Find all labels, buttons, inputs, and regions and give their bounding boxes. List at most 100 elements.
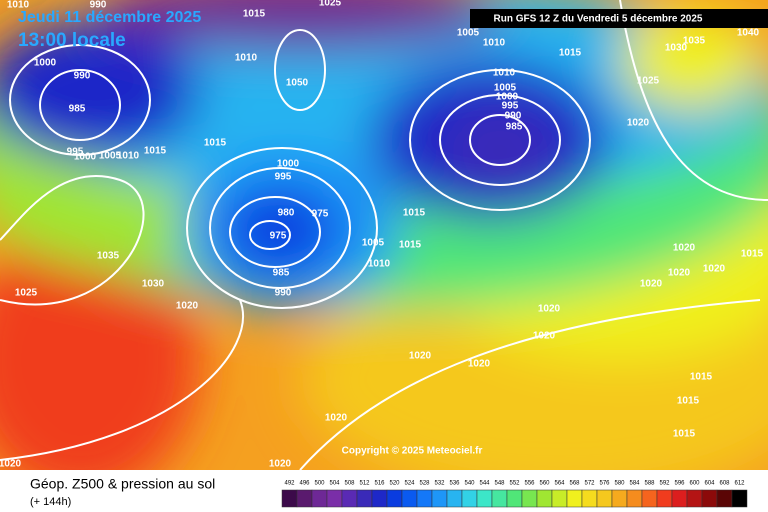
map — [0, 0, 768, 470]
legend-swatch — [581, 489, 598, 508]
legend-swatch — [356, 489, 373, 508]
isobar-label: 1015 — [559, 48, 582, 59]
isobar-label: 1005 — [362, 238, 385, 249]
isobar-label: 1020 — [0, 459, 22, 470]
isobar-label: 1015 — [677, 396, 700, 407]
legend-value: 572 — [584, 481, 595, 487]
legend-swatch — [326, 489, 343, 508]
isobar-label: 1020 — [538, 304, 561, 315]
isobar-label: 1010 — [117, 151, 140, 162]
isobar-label: 1020 — [409, 351, 432, 362]
legend-value: 560 — [539, 481, 550, 487]
legend-value: 588 — [644, 481, 655, 487]
isobar-label: 985 — [69, 104, 86, 115]
legend-swatch — [371, 489, 388, 508]
isobar-label: 1010 — [493, 68, 516, 79]
legend-value: 512 — [359, 481, 370, 487]
legend-value: 496 — [299, 481, 310, 487]
legend-swatch — [716, 489, 733, 508]
isobar-label: 1020 — [627, 118, 650, 129]
legend-swatch — [476, 489, 493, 508]
lead-time: (+ 144h) — [30, 496, 71, 508]
legend-value: 600 — [689, 481, 700, 487]
legend-value: 568 — [569, 481, 580, 487]
isobar-label: 1025 — [319, 0, 342, 9]
isobar-label: 1030 — [142, 279, 165, 290]
legend-value: 536 — [449, 481, 460, 487]
isobar-label: 1035 — [683, 36, 706, 47]
run-info: Run GFS 12 Z du Vendredi 5 décembre 2025 — [494, 14, 703, 25]
legend-swatch — [461, 489, 478, 508]
isobar-label: 1000 — [34, 58, 57, 69]
legend-value: 604 — [704, 481, 715, 487]
isobar-label: 1000 — [74, 152, 97, 163]
isobar-label: 1005 — [457, 28, 480, 39]
isobar-label: 1015 — [673, 429, 696, 440]
legend-swatch — [446, 489, 463, 508]
legend-value: 508 — [344, 481, 355, 487]
legend-swatch — [431, 489, 448, 508]
legend-value: 532 — [434, 481, 445, 487]
color-legend: 492 496 500 504 508 512 516 520 524 528 532 536 540 5… — [281, 481, 748, 508]
isobar-label: 1010 — [7, 0, 30, 11]
isobar-label: 995 — [67, 147, 84, 158]
isobar-label: 1025 — [637, 76, 660, 87]
legend-swatch — [521, 489, 538, 508]
legend-swatch — [341, 489, 358, 508]
legend-swatch — [641, 489, 658, 508]
legend-swatch — [386, 489, 403, 508]
isobar-lines — [0, 0, 768, 470]
legend-swatch — [536, 489, 553, 508]
isobar-label: 1020 — [673, 243, 696, 254]
legend-value: 524 — [404, 481, 415, 487]
isobar-label: 1010 — [235, 53, 258, 64]
legend-swatch — [626, 489, 643, 508]
legend-swatch — [551, 489, 568, 508]
legend-swatch — [701, 489, 718, 508]
legend-value: 564 — [554, 481, 565, 487]
isobar-label: 1015 — [204, 138, 227, 149]
isobar-label: 1035 — [97, 251, 120, 262]
isobar-label: 1030 — [665, 43, 688, 54]
legend-value: 592 — [659, 481, 670, 487]
isobar-label: 1010 — [483, 38, 506, 49]
legend-swatch — [311, 489, 328, 508]
isobar-label: 1015 — [399, 240, 422, 251]
time: 13:00 locale — [18, 30, 126, 51]
legend-value: 608 — [719, 481, 730, 487]
isobar-label: 1005 — [99, 151, 122, 162]
isobar-label: 1020 — [325, 413, 348, 424]
date: Jeudi 11 décembre 2025 — [18, 9, 201, 26]
isobar-label: 985 — [273, 268, 290, 279]
isobar-label: 1000 — [277, 159, 300, 170]
legend-swatch — [506, 489, 523, 508]
isobar-label: 990 — [90, 0, 107, 11]
isobar-label: 1015 — [741, 249, 764, 260]
isobar-label: 990 — [505, 111, 522, 122]
isobar-label: 995 — [502, 101, 519, 112]
legend-swatch — [731, 489, 748, 508]
isobar-label: 1005 — [494, 83, 517, 94]
isobar-label: 975 — [270, 231, 287, 242]
legend-value: 504 — [329, 481, 340, 487]
isobar-label: 990 — [74, 71, 91, 82]
legend-value: 552 — [509, 481, 520, 487]
legend-value: 540 — [464, 481, 475, 487]
legend-swatch — [416, 489, 433, 508]
legend-value: 596 — [674, 481, 685, 487]
legend-value: 576 — [599, 481, 610, 487]
isobar-label: 1015 — [243, 9, 266, 20]
isobar-label: 1025 — [15, 288, 38, 299]
isobar-label: 1020 — [668, 268, 691, 279]
legend-value: 492 — [284, 481, 295, 487]
isobar-label: 1000 — [496, 92, 519, 103]
legend-value: 612 — [734, 481, 745, 487]
isobar-label: 980 — [278, 208, 295, 219]
isobar-label: 1015 — [144, 146, 167, 157]
isobar-label: 1020 — [269, 459, 292, 470]
isobar-label: 990 — [275, 288, 292, 299]
footer-title: Géop. Z500 & pression au sol — [30, 476, 215, 492]
isobar-label: 1040 — [737, 28, 760, 39]
